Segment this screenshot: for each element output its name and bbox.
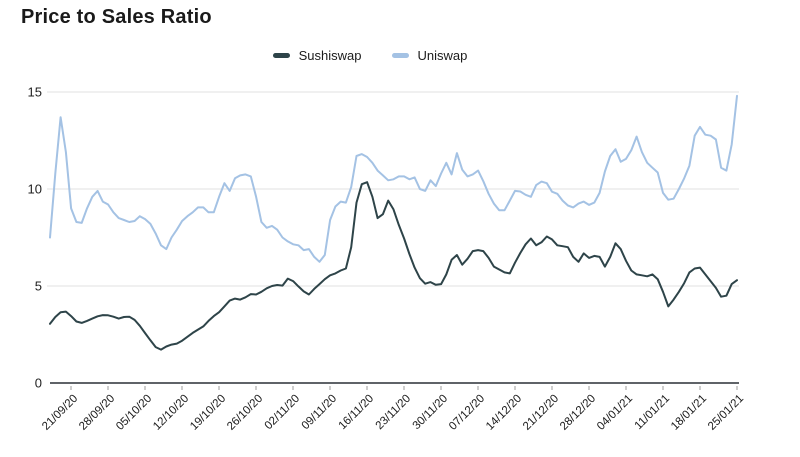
x-tick-label: 28/12/20 <box>558 393 598 433</box>
y-tick-label: 15 <box>28 85 42 100</box>
chart-title: Price to Sales Ratio <box>21 6 212 28</box>
x-tick-label: 02/11/20 <box>263 393 303 433</box>
uniswap-line-swatch-icon <box>391 53 409 58</box>
y-tick-label: 5 <box>35 279 42 294</box>
x-tick-label: 14/12/20 <box>484 393 524 433</box>
x-tick-label: 26/10/20 <box>225 393 265 433</box>
legend-label-uniswap: Uniswap <box>417 48 468 63</box>
x-tick-label: 21/12/20 <box>521 393 561 433</box>
series-line-uniswap <box>49 94 738 263</box>
x-tick-label: 25/01/21 <box>706 393 746 433</box>
chart-legend: Sushiswap Uniswap <box>0 48 740 63</box>
sushiswap-line-swatch-icon <box>272 53 290 58</box>
legend-item-sushiswap: Sushiswap <box>272 48 362 63</box>
y-tick-label: 0 <box>35 376 42 391</box>
x-tick-label: 21/09/20 <box>40 393 80 433</box>
legend-label-sushiswap: Sushiswap <box>298 48 362 63</box>
x-tick-label: 11/01/21 <box>633 393 673 433</box>
series-line-sushiswap <box>49 181 738 351</box>
x-tick-label: 30/11/20 <box>411 393 451 433</box>
x-tick-label: 28/09/20 <box>77 393 117 433</box>
x-tick-label: 23/11/20 <box>374 393 414 433</box>
y-tick-label: 10 <box>28 182 42 197</box>
x-tick-label: 09/11/20 <box>300 393 340 433</box>
x-tick-label: 07/12/20 <box>447 393 487 433</box>
x-tick-label: 18/01/21 <box>669 393 709 433</box>
x-tick-label: 16/11/20 <box>337 393 377 433</box>
x-tick-label: 19/10/20 <box>188 393 228 433</box>
x-tick-label: 04/01/21 <box>595 393 635 433</box>
legend-item-uniswap: Uniswap <box>391 48 468 63</box>
x-tick-label: 12/10/20 <box>151 393 191 433</box>
x-tick-label: 05/10/20 <box>114 393 154 433</box>
